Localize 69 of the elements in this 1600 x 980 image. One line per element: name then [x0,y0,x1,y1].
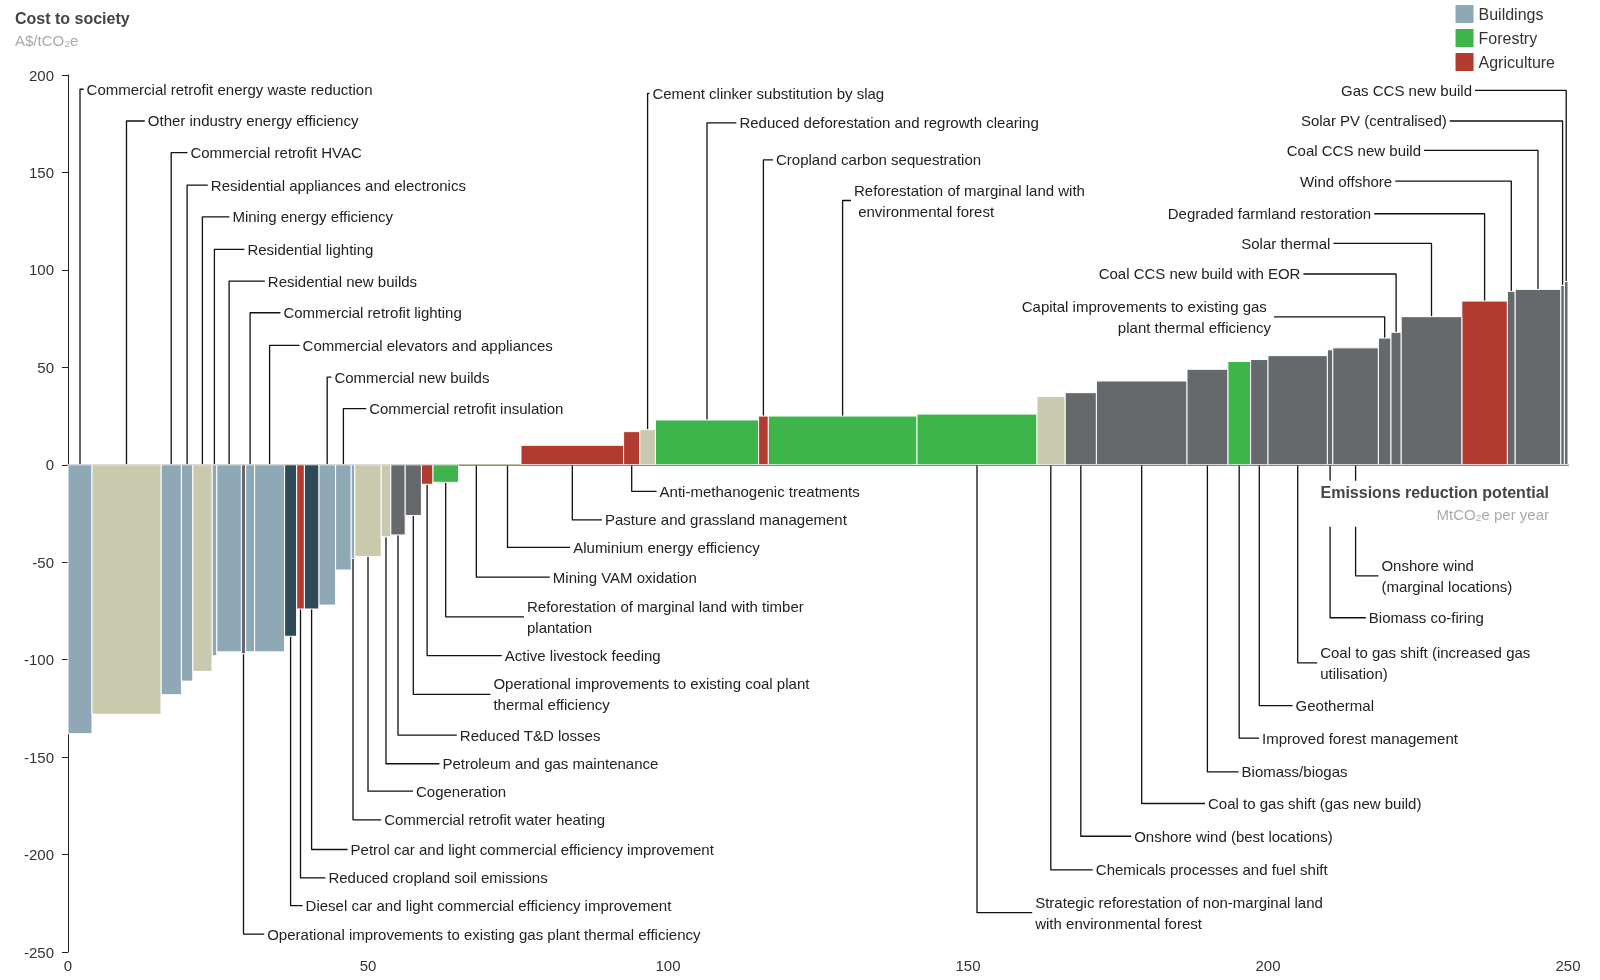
annotation: Improved forest management [1262,729,1459,747]
x-tick-label: 50 [359,957,377,974]
x-tick-label: 250 [1555,957,1581,974]
x-tick-label: 0 [63,957,73,974]
annotation: Gas CCS new build [1341,81,1472,99]
annotation: Cropland carbon sequestration [776,151,982,169]
annotation: Operational improvements to existing gas plant thermal efficiency [267,925,701,943]
annotation: Commercial elevators and appliances [302,336,553,354]
y-tick-label: -250 [23,943,54,961]
annotation: Mining energy efficiency [232,208,394,226]
annotation: Biomass co-firing [1368,609,1484,627]
annotation: Geothermal [1295,697,1374,715]
annotation: Aluminium energy efficiency [573,538,761,556]
annotation: Reforestation of marginal land with environmental forest [854,181,1085,220]
annotation: Pasture and grassland management [605,511,848,529]
y-tick-label: 150 [28,163,54,181]
annotation: Commercial retrofit energy waste reduction [86,80,373,98]
annotation: Anti-methanogenic treatments [659,482,860,500]
annotation: Reduced deforestation and regrowth clearing [739,114,1039,132]
legend-label: Forestry [1478,29,1538,47]
annotation: Solar thermal [1241,234,1331,252]
y-tick-label: 50 [37,358,54,376]
annotation: Residential appliances and electronics [210,176,466,194]
annotation: Reforestation of marginal land with timber plantation [527,597,808,636]
legend-label: Buildings [1478,5,1544,23]
x-axis-title: Emissions reduction potential MtCO₂e per year [1320,484,1549,524]
x-tick-label: 150 [955,957,981,974]
annotation: Operational improvements to existing coal plant thermal efficiency [493,675,814,714]
annotation: Reduced cropland soil emissions [328,869,548,887]
y-tick-label: 200 [28,66,54,84]
annotation: Petroleum and gas maintenance [442,755,659,773]
y-tick-label: 0 [45,456,54,474]
y-tick-label: -200 [23,846,54,864]
annotation: Onshore wind (marginal locations) [1381,556,1513,595]
annotation: Commercial retrofit HVAC [190,144,362,162]
y-tick-label: -100 [23,651,54,669]
annotation: Commercial retrofit lighting [283,304,462,322]
x-tick-label: 200 [1255,957,1281,974]
annotation: Commercial new builds [334,368,490,386]
annotation: Active livestock feeding [504,647,661,665]
annotation: Wind offshore [1299,172,1393,190]
annotation: Capital improvements to existing gas plant thermal efficiency [1021,297,1272,336]
y-tick-label: -150 [23,748,54,766]
legend-label: Agriculture [1478,53,1556,71]
annotation: Cogeneration [416,782,507,800]
annotation: Residential new builds [267,272,418,290]
x-tick-label: 100 [655,957,681,974]
y-tick-label: 100 [28,261,54,279]
y-axis-title: Cost to society A$/tCO₂e [15,9,130,49]
annotation: Degraded farmland restoration [1167,205,1372,223]
annotation: Commercial retrofit water heating [384,811,606,829]
annotation: Coal CCS new build with EOR [1098,265,1301,283]
annotation: Biomass/biogas [1241,763,1348,781]
annotation: Commercial retrofit insulation [369,400,564,418]
annotation: Coal to gas shift (gas new build) [1208,794,1422,812]
annotation: Diesel car and light commercial efficiency improvement [305,897,673,915]
y-tick-label: -50 [32,553,54,571]
annotation: Cement clinker substitution by slag [652,84,885,102]
annotation: Chemicals processes and fuel shift [1095,861,1329,879]
annotation: Onshore wind (best locations) [1134,827,1333,845]
annotation: Coal CCS new build [1286,141,1421,159]
annotation: Residential lighting [247,240,374,258]
annotation: Coal to gas shift (increased gas utilisation) [1320,643,1535,682]
annotation: Mining VAM oxidation [552,568,697,586]
annotation: Strategic reforestation of non-marginal land with environmental forest [1034,893,1328,932]
annotation: Petrol car and light commercial efficiency improvement [350,840,715,858]
annotation: Solar PV (centralised) [1300,112,1447,130]
annotation: Reduced T&D losses [459,726,601,744]
annotation: Other industry energy efficiency [147,112,359,130]
